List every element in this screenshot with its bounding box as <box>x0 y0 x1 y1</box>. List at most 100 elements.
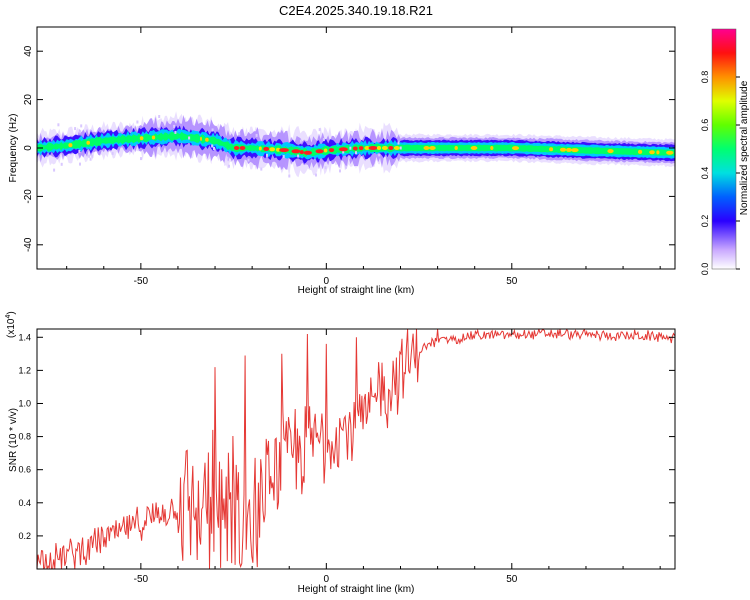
heat-speck <box>318 128 321 132</box>
heat-speck <box>226 156 229 160</box>
colorbar-tick-label: 0.0 <box>700 263 710 276</box>
snr-ytick-label: 0.8 <box>18 432 31 442</box>
heat-hotspot <box>656 150 660 155</box>
snr-plot-area <box>37 329 675 569</box>
heat-speck <box>111 151 114 155</box>
heat-hotspot <box>352 146 358 151</box>
heat-speck <box>315 173 317 177</box>
spectrogram-xtick-label: 50 <box>506 276 518 287</box>
snr-xlabel: Height of straight line (km) <box>298 584 415 595</box>
heat-hotspot <box>258 146 262 151</box>
heat-hotspot <box>429 146 436 150</box>
heat-hotspot <box>279 148 289 153</box>
svg-text:(x104): (x104) <box>5 311 17 338</box>
heat-speck <box>74 127 77 131</box>
heat-speck <box>322 138 325 142</box>
snr-ytick-label: 1.4 <box>18 332 31 342</box>
heat-speck <box>355 151 357 155</box>
heat-hotspot <box>549 147 554 152</box>
snr-ytick-label: 0.6 <box>18 465 31 475</box>
heat-hotspot <box>338 147 348 152</box>
heat-hotspot <box>388 146 394 150</box>
heat-hotspot <box>470 146 478 150</box>
colorbar-tick-label: 0.8 <box>700 71 710 84</box>
snr-xtick-label: -50 <box>134 574 149 585</box>
heat-hotspot <box>315 149 324 154</box>
figure-title: C2E4.2025.340.19.18.R21 <box>279 3 433 18</box>
heat-hotspot <box>151 135 156 140</box>
snr-multiplier: (x104) <box>5 311 17 338</box>
spectrogram-ytick-label: -40 <box>23 237 34 252</box>
heat-speck <box>188 136 191 140</box>
heat-hotspot <box>200 136 202 141</box>
spectrogram-xlabel: Height of straight line (km) <box>298 285 415 296</box>
snr-multiplier-close: ) <box>6 311 17 314</box>
heat-speck <box>378 153 381 157</box>
heat-speck <box>255 133 258 137</box>
heat-hotspot <box>368 146 378 150</box>
heat-speck <box>53 168 56 172</box>
heat-hotspot <box>233 146 240 150</box>
heat-hotspot <box>649 150 655 155</box>
heat-hotspot <box>423 146 430 150</box>
snr-ytick-label: 1.2 <box>18 365 31 375</box>
snr-ticks: -50 0 50 0.2 0.4 0.6 0.8 1.0 1.2 1.4 <box>18 329 675 585</box>
heat-speck <box>238 132 241 136</box>
colorbar-tick-label: 0.6 <box>700 119 710 132</box>
snr-ytick-label: 0.2 <box>18 531 31 541</box>
heat-speck <box>79 162 81 166</box>
spectrogram-ticks: -50 0 50 -40 -20 0 20 40 <box>23 27 675 287</box>
heat-speck <box>228 164 230 168</box>
heat-hotspot <box>381 146 388 150</box>
snr-xtick-label: 0 <box>324 574 330 585</box>
heat-speck <box>282 155 285 159</box>
heat-hotspot <box>291 149 301 154</box>
heat-speck <box>324 166 327 170</box>
snr-multiplier-base: (x10 <box>6 318 17 338</box>
heat-hotspot <box>666 150 674 155</box>
colorbar-label: Normalized spectral amplitude <box>739 80 750 215</box>
heat-speck <box>174 130 177 134</box>
heat-speck <box>260 167 263 171</box>
heat-speck <box>399 146 402 150</box>
heat-speck <box>57 123 60 127</box>
heat-hotspot <box>393 146 400 150</box>
colorbar-tick-label: 0.4 <box>700 167 710 180</box>
heat-speck <box>136 120 139 124</box>
heat-hotspot <box>638 149 643 154</box>
heat-speck <box>299 139 302 143</box>
heat-speck <box>173 124 176 128</box>
heat-hotspot <box>364 146 370 150</box>
heat-speck <box>345 165 347 169</box>
heat-speck <box>140 157 142 161</box>
heat-speck <box>89 157 92 161</box>
heat-hotspot <box>269 147 276 152</box>
heat-speck <box>348 156 351 160</box>
heat-hotspot <box>299 150 304 155</box>
snr-frame <box>36 328 676 570</box>
heat-speck <box>397 141 400 145</box>
snr-xtick-label: 50 <box>506 574 518 585</box>
heat-hotspot <box>566 147 572 152</box>
heat-hotspot <box>607 149 614 154</box>
heat-hotspot <box>68 143 73 148</box>
heat-hotspot <box>358 146 364 151</box>
heat-speck <box>79 130 82 134</box>
heat-speck <box>211 144 214 148</box>
heat-hotspot <box>571 148 579 153</box>
heat-hotspot <box>512 146 519 151</box>
snr-panel: -50 0 50 0.2 0.4 0.6 0.8 1.0 1.2 1.4 Height of st… <box>5 311 676 595</box>
spectrogram-ylabel: Frequency (Hz) <box>8 114 19 183</box>
heat-speck <box>297 154 300 158</box>
heat-speck <box>78 150 81 153</box>
colorbar-tick-label: 0.2 <box>700 215 710 228</box>
heat-speck <box>266 153 268 157</box>
heat-speck <box>339 169 341 173</box>
heat-speck <box>211 128 214 132</box>
heat-hotspot <box>328 148 335 153</box>
heat-hotspot <box>276 147 281 152</box>
heat-speck <box>247 158 250 162</box>
spectrogram-ytick-label: 20 <box>23 94 34 106</box>
heat-speck <box>91 154 94 158</box>
